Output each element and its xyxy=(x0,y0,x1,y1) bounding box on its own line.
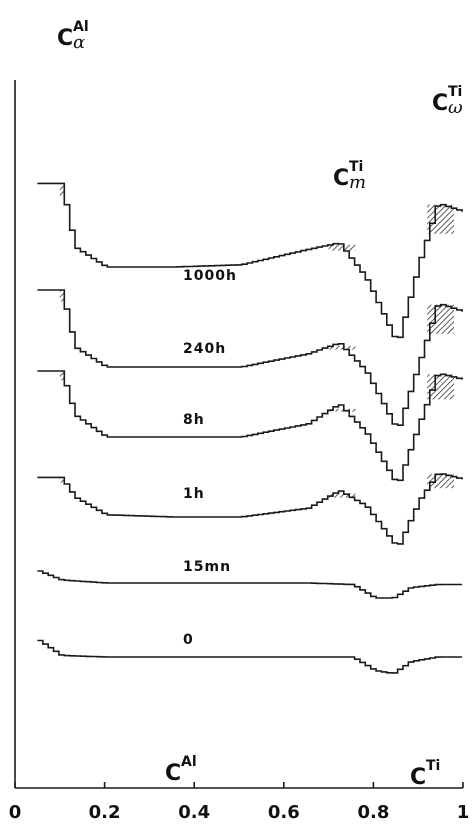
annotation-main: C xyxy=(57,26,73,51)
hatch-1h-2 xyxy=(427,474,455,489)
x-axis: 0 0.2 0.4 0.6 0.8 1 xyxy=(9,80,470,823)
x-tick-label-1: 1 xyxy=(457,802,470,823)
curve-label-1h: 1h xyxy=(183,486,205,502)
annotation-main: C xyxy=(432,91,448,116)
hatch-240h-2 xyxy=(427,304,455,334)
x-tick-label-0.2: 0.2 xyxy=(89,802,121,823)
annotation-sup: Ti xyxy=(448,84,462,100)
series-1h-line xyxy=(37,473,463,545)
series-15mn-line xyxy=(37,570,463,599)
hatch-1000h-2 xyxy=(427,204,455,234)
series-layer xyxy=(37,182,463,674)
annotation-sup: Al xyxy=(73,19,89,35)
x-tick-label-0.4: 0.4 xyxy=(178,802,210,823)
hatched-peaks xyxy=(59,183,455,498)
annotation-main: C xyxy=(165,761,181,786)
annotation-sup: Ti xyxy=(349,159,363,175)
hatch-240h-0 xyxy=(59,290,65,302)
annotation-main: C xyxy=(333,166,349,191)
hatch-1000h-1 xyxy=(328,244,356,251)
hatch-1h-0 xyxy=(59,477,65,483)
curve-label-15mn: 15mn xyxy=(183,559,231,575)
hatch-1000h-0 xyxy=(59,183,65,197)
series-240h-line xyxy=(37,289,463,426)
curve-labels: 1000h 240h 8h 1h 15mn 0 xyxy=(183,268,237,648)
curve-label-8h: 8h xyxy=(183,412,205,428)
x-tick-label-0.6: 0.6 xyxy=(268,802,300,823)
curve-label-240h: 240h xyxy=(183,341,226,357)
annotation-sub: m xyxy=(349,172,366,193)
hatch-1h-1 xyxy=(328,493,356,498)
annotation-sup: Ti xyxy=(426,758,440,774)
annotation-sup: Al xyxy=(181,754,197,770)
annotation-CAlα: C Alα xyxy=(57,19,89,53)
series-1000h-line xyxy=(37,182,463,339)
annotation-CTi: C Ti xyxy=(410,758,440,790)
series-8h-line xyxy=(37,370,463,482)
curve-label-0: 0 xyxy=(183,632,194,648)
curve-label-1000h: 1000h xyxy=(183,268,237,284)
annotation-sub: α xyxy=(73,32,85,53)
annotation-CTiω: C Tiω xyxy=(432,84,463,118)
hatch-8h-2 xyxy=(427,374,455,400)
annotation-main: C xyxy=(410,765,426,790)
annotation-CTim: C Tim xyxy=(333,159,366,193)
hatch-8h-1 xyxy=(328,408,356,412)
hatch-240h-1 xyxy=(328,345,356,350)
annotation-sub: ω xyxy=(448,97,463,118)
x-tick-label-0: 0 xyxy=(9,802,22,823)
x-tick-label-0.8: 0.8 xyxy=(357,802,389,823)
series-0-line xyxy=(37,639,463,674)
hatch-8h-0 xyxy=(59,371,65,381)
annotation-CAl: C Al xyxy=(165,754,197,786)
